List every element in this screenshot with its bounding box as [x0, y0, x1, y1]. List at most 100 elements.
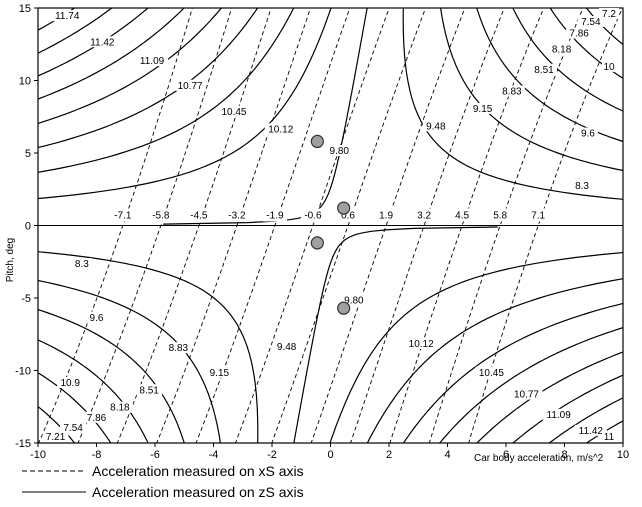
zs-level-label-bg-11: [548, 43, 575, 55]
zs-level-label-32: 10.77: [514, 390, 539, 401]
xs-level-label-11: 7.1: [531, 211, 545, 222]
zs-level-label-bg-0: [51, 10, 84, 22]
xs-level-label-bg-7: [374, 208, 399, 222]
marker-point-3: [337, 301, 351, 315]
zs-contour-line-1: [38, 8, 623, 443]
zs-contour-line-6: [38, 8, 623, 443]
zs-level-label-21: 8.18: [110, 403, 130, 414]
zs-level-label-0: 11.74: [55, 11, 80, 22]
marker-point-2: [310, 236, 324, 250]
zs-level-label-27: 9.15: [210, 368, 230, 379]
xs-level-label-8: 3.2: [417, 211, 431, 222]
zs-level-label-24: 7.21: [46, 432, 66, 443]
xs-contour-line-8: [350, 8, 505, 443]
x-tick-label-8: 6: [503, 449, 509, 461]
legend: Acceleration measured on xS axis Acceler…: [22, 463, 304, 500]
legend-label-zs: Acceleration measured on zS axis: [92, 484, 304, 500]
xs-level-label-bg-0: [110, 208, 135, 222]
zs-level-label-2: 11.09: [140, 56, 165, 67]
zs-level-label-9: 8.83: [502, 87, 522, 98]
xs-level-label-bg-11: [526, 208, 551, 222]
zs-level-label-bg-10: [531, 63, 558, 75]
xs-level-label-7: 1.9: [379, 211, 393, 222]
zs-level-label-8: 9.15: [473, 104, 493, 115]
zs-level-label-bg-20: [57, 377, 84, 388]
zs-level-label-7: 9.48: [426, 121, 446, 132]
zs-contour-line-11: [38, 8, 623, 443]
xs-level-label-4: -1.9: [266, 211, 284, 222]
xs-level-label-9: 4.5: [455, 211, 469, 222]
zs-level-label-bg-6: [326, 145, 353, 156]
zs-level-label-10: 8.51: [534, 65, 554, 76]
xs-level-label-0: -7.1: [114, 211, 132, 222]
zs-level-label-bg-18: [71, 258, 92, 270]
xs-level-label-1: -5.8: [152, 211, 170, 222]
zs-level-label-18: 8.3: [75, 259, 89, 270]
x-axis-title: Car body acceleration, m/s^2: [474, 453, 604, 464]
zs-level-label-bg-32: [510, 388, 543, 400]
xs-level-label-bg-10: [488, 208, 513, 222]
zs-level-label-bg-13: [577, 15, 604, 27]
zs-level-label-31: 10.45: [479, 368, 504, 379]
zs-level-label-33: 11.09: [547, 410, 572, 421]
zs-level-label-29: 9.80: [344, 295, 364, 306]
x-tick-label-2: -6: [150, 449, 160, 461]
zs-level-label-bg-8: [469, 102, 496, 114]
y-tick-label-1: -10: [15, 366, 31, 378]
xs-contour-line-7: [310, 8, 466, 443]
xs-level-label-bg-9: [450, 208, 475, 222]
zs-level-label-bg-19: [86, 311, 107, 323]
zs-level-label-bg-29: [340, 294, 367, 306]
xs-level-label-6: 0.6: [341, 211, 355, 222]
zs-level-label-28: 9.48: [277, 342, 297, 353]
zs-level-label-6: 9.80: [330, 146, 350, 157]
zs-level-label-bg-5: [264, 123, 297, 135]
marker-point-0: [310, 134, 324, 148]
zs-level-label-35: 11: [604, 432, 615, 443]
xs-level-label-bg-4: [262, 208, 287, 222]
zs-level-label-34: 11.42: [579, 426, 604, 437]
y-tick-label-6: 15: [19, 3, 31, 15]
zs-level-label-bg-7: [422, 120, 449, 132]
y-tick-label-4: 5: [25, 148, 31, 160]
xs-level-label-bg-3: [224, 208, 249, 222]
xs-contour-line-10: [428, 8, 584, 443]
xs-level-label-3: -3.2: [228, 211, 246, 222]
zs-level-label-bg-4: [217, 105, 250, 117]
zs-level-label-bg-23: [60, 421, 87, 433]
zs-contour-line-4: [38, 8, 623, 443]
zs-level-label-11: 8.18: [552, 45, 572, 56]
zs-level-label-15: 10: [603, 62, 615, 73]
zs-level-label-17: 8.3: [575, 181, 589, 192]
zs-contour-line-5: [38, 8, 623, 443]
zs-level-label-12: 7.86: [569, 29, 589, 40]
zs-contour-line-7: [38, 8, 623, 443]
zs-level-label-bg-31: [475, 366, 508, 378]
zs-level-label-bg-25: [136, 384, 163, 396]
zs-level-label-bg-26: [165, 342, 192, 354]
zs-contour-line-9: [38, 8, 623, 443]
zs-level-label-23: 7.54: [63, 423, 83, 434]
xs-level-label-10: 5.8: [493, 211, 507, 222]
y-axis-title: Pitch, deg: [5, 238, 16, 282]
zs-level-label-bg-15: [602, 60, 616, 72]
x-tick-label-0: -10: [30, 449, 46, 461]
x-tick-label-3: -4: [209, 449, 219, 461]
xs-level-label-bg-2: [186, 208, 211, 222]
zs-level-label-bg-17: [572, 179, 593, 191]
x-tick-label-10: 10: [617, 449, 629, 461]
zs-level-label-bg-35: [602, 431, 616, 442]
x-tick-label-9: 8: [561, 449, 567, 461]
x-tick-label-4: -2: [267, 449, 277, 461]
zs-level-label-19: 9.6: [90, 313, 104, 324]
zs-contour-line-14: [38, 8, 623, 443]
zs-level-label-bg-16: [577, 127, 598, 139]
xs-level-label-bg-8: [412, 208, 437, 222]
zs-level-label-bg-33: [542, 408, 575, 420]
zs-level-label-bg-28: [273, 340, 300, 352]
x-tick-label-5: 0: [327, 449, 333, 461]
x-tick-label-7: 4: [444, 449, 450, 461]
marker-point-1: [337, 201, 351, 215]
